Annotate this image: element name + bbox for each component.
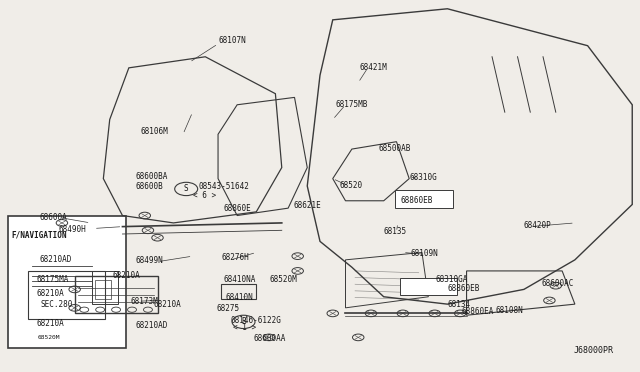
Text: 68210A: 68210A (36, 319, 64, 328)
Text: 08543-51642: 08543-51642 (199, 182, 250, 191)
Bar (28, 271, 105, 319)
Text: 68210A: 68210A (113, 271, 141, 280)
Text: 68860EB: 68860EB (447, 284, 480, 293)
Bar (95, 280, 111, 299)
Text: 68410NA: 68410NA (223, 275, 255, 283)
Text: 68134: 68134 (447, 300, 470, 310)
Bar (75, 276, 157, 313)
Text: SEC.280: SEC.280 (41, 300, 73, 310)
Text: < 1 >: < 1 > (233, 323, 256, 332)
Text: S: S (184, 185, 189, 193)
Text: 68499N: 68499N (135, 256, 163, 266)
Text: 68175MB: 68175MB (336, 100, 368, 109)
Text: < 6 >: < 6 > (193, 191, 216, 200)
Text: 68175MA: 68175MA (36, 275, 69, 283)
Text: 68600BA: 68600BA (135, 172, 168, 181)
Text: 68600A: 68600A (40, 213, 67, 222)
Text: 68420P: 68420P (524, 221, 552, 230)
Text: 68600AC: 68600AC (541, 279, 574, 288)
Text: 68106M: 68106M (141, 127, 168, 136)
Text: 68210AD: 68210AD (135, 321, 168, 330)
Text: 68520: 68520 (339, 181, 362, 190)
Text: J68000PR: J68000PR (573, 346, 613, 355)
Text: 68621E: 68621E (293, 201, 321, 210)
Text: 68520M: 68520M (38, 335, 61, 340)
Bar (8, 215, 125, 349)
Text: 68410N: 68410N (226, 294, 253, 302)
Text: 68600B: 68600B (135, 182, 163, 191)
Text: 68135: 68135 (384, 227, 407, 235)
Text: 68500AB: 68500AB (379, 144, 411, 153)
Text: 68860E: 68860E (223, 203, 251, 213)
Text: B: B (241, 317, 246, 326)
Text: 68210AD: 68210AD (40, 255, 72, 264)
Text: 68210A: 68210A (153, 300, 180, 310)
Text: 68173M: 68173M (130, 297, 158, 306)
Text: 68210A: 68210A (36, 289, 64, 298)
Text: F/NAVIGATION: F/NAVIGATION (11, 230, 67, 239)
Text: 68275: 68275 (217, 304, 240, 314)
Bar (92, 271, 118, 304)
Text: 08146-6122G: 08146-6122G (231, 315, 282, 324)
Bar (221, 284, 256, 299)
Text: 68600AA: 68600AA (253, 334, 285, 343)
Text: 68860EB: 68860EB (401, 196, 433, 205)
Text: 68421M: 68421M (360, 62, 387, 72)
Text: 68310GA: 68310GA (436, 275, 468, 283)
Text: 68276H: 68276H (221, 253, 249, 263)
Text: 68520M: 68520M (269, 275, 297, 283)
Text: 68107N: 68107N (218, 36, 246, 45)
Text: 68108N: 68108N (495, 306, 523, 315)
Bar (399, 278, 457, 295)
Text: 68109N: 68109N (410, 249, 438, 258)
Text: 68860EA: 68860EA (461, 307, 494, 316)
Text: 68490H: 68490H (59, 225, 86, 234)
Text: 68310G: 68310G (409, 173, 437, 182)
Bar (395, 190, 452, 208)
